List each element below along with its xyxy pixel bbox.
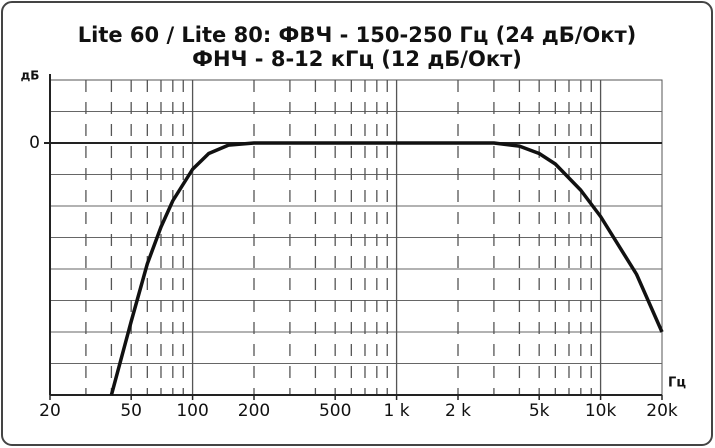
x-tick-label: 200 [238,401,270,421]
x-tick-label: 20 [39,401,61,421]
x-tick-label: 20k [646,401,678,421]
x-tick-label: 10k [585,401,617,421]
y-axis-label: дБ [21,69,40,83]
x-tick-label: 50 [120,401,142,421]
chart-subtitle: ФНЧ - 8-12 кГц (12 дБ/Окт) [192,47,522,71]
x-tick-label: 5k [529,401,550,421]
x-tick-label: 1 k [384,401,410,421]
x-tick-label: 2 k [445,401,471,421]
x-axis-label: Гц [668,376,686,391]
x-tick-label: 500 [319,401,351,421]
chart-title: Lite 60 / Lite 80: ФВЧ - 150-250 Гц (24 … [78,23,637,47]
y-tick-label: 0 [29,133,40,153]
x-tick-label: 100 [176,401,208,421]
response-curve [109,141,664,396]
